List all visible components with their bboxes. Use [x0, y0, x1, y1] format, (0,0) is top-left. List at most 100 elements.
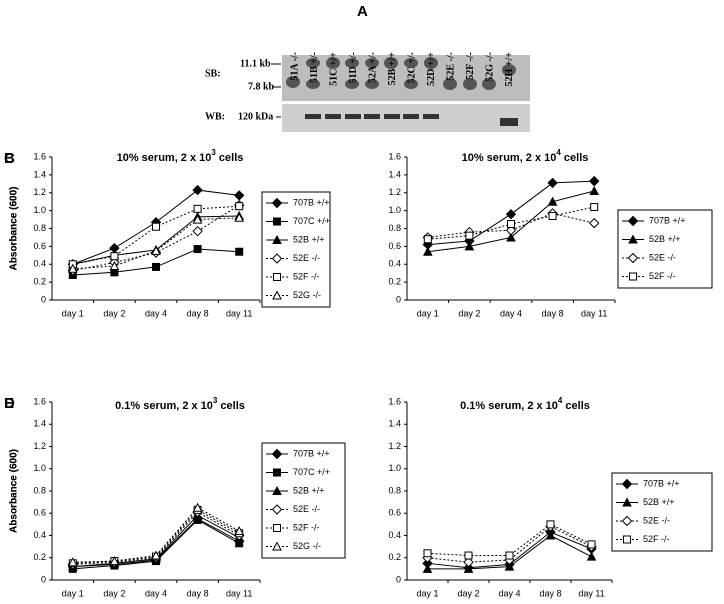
legend-box: [261, 191, 331, 308]
legend-label: 707B +/+: [293, 197, 330, 207]
x-tick-label: day 8: [542, 308, 564, 318]
data-point: [588, 217, 600, 229]
x-tick-label: day 4: [500, 308, 522, 318]
data-point: [193, 204, 202, 213]
legend-marker: [627, 215, 639, 227]
x-tick-label: day 11: [226, 588, 252, 598]
data-point: [506, 232, 516, 242]
lane-label: 52D +/+: [426, 52, 437, 86]
chart: C 10% serum, 2 x 104 cells Absorbance (600…: [4, 148, 713, 318]
panel-letter: C: [4, 150, 15, 167]
legend-label: 52E -/-: [649, 252, 676, 262]
legend-marker: [272, 234, 282, 244]
data-point: [235, 247, 244, 256]
blot-bands: [286, 57, 516, 90]
y-tick-label: 1.2: [388, 187, 401, 197]
data-point: [586, 551, 597, 561]
wb-bands: [305, 114, 518, 126]
legend-marker: [628, 234, 638, 244]
marker-label: 11.1 kb: [240, 58, 271, 69]
title-part: cells: [562, 400, 590, 412]
data-point: [588, 175, 600, 187]
y-tick-label: 0.4: [388, 259, 401, 269]
data-point: [110, 252, 119, 261]
y-tick-label: 1.0: [33, 463, 46, 473]
title-part: 4: [556, 148, 561, 157]
y-tick-label: 0: [396, 574, 401, 584]
data-point: [465, 231, 474, 240]
y-tick-label: 0.2: [388, 277, 401, 287]
legend-label: 707B +/+: [649, 215, 686, 225]
legend-label: 52B +/+: [293, 485, 325, 495]
lane-label: 51D +/-: [348, 52, 359, 84]
arrows: [271, 63, 281, 118]
y-tick-label: 0.4: [33, 259, 46, 269]
data-point: [464, 551, 473, 560]
data-point: [463, 563, 474, 573]
sb-label: SB:: [205, 68, 221, 79]
x-tick-label: day 1: [417, 308, 439, 318]
title-part: cells: [561, 152, 589, 164]
x-tick-label: day 4: [145, 308, 167, 318]
legend-marker: [621, 478, 633, 490]
data-point: [422, 246, 433, 256]
title-part: cells: [217, 400, 245, 412]
chart-title: 0.1% serum, 2 x 103 cells: [115, 396, 245, 412]
x-tick-label: day 8: [539, 588, 561, 598]
y-axis-label: Absorbance (600): [9, 449, 20, 533]
data-point: [152, 222, 160, 231]
data-point: [192, 225, 203, 237]
y-tick-label: 0.2: [33, 552, 46, 562]
panel-letter: B: [4, 150, 15, 167]
data-point: [505, 551, 514, 560]
x-tick-label: day 1: [62, 308, 84, 318]
x-tick-label: day 4: [145, 588, 167, 598]
legend-label: 707C +/+: [293, 467, 330, 477]
x-tick-label: day 11: [226, 308, 252, 318]
title-part: 0.1% serum, 2 x 10: [115, 400, 213, 412]
lane-label: 51C +/+: [328, 52, 339, 86]
legend-label: 52B +/+: [643, 497, 675, 507]
legend-marker: [271, 504, 283, 515]
x-tick-label: day 8: [187, 308, 209, 318]
legend-marker: [272, 290, 282, 300]
wb-label: WB:: [205, 111, 225, 122]
data-point: [589, 185, 600, 195]
title-part: cells: [216, 152, 244, 164]
legend-label: 707C +/+: [293, 216, 330, 226]
y-tick-label: 1.6: [33, 396, 46, 406]
series-line: [427, 523, 592, 557]
lane-label: 52G -/-: [484, 52, 495, 82]
y-tick-label: 0.4: [33, 530, 46, 540]
title-part: 0.1% serum, 2 x 10: [460, 400, 558, 412]
lane-label: 52C +/-: [406, 52, 417, 84]
lane-label: 52E -/-: [445, 52, 456, 81]
y-tick-label: 0.8: [33, 223, 46, 233]
legend-marker: [621, 515, 633, 527]
y-tick-label: 1.6: [388, 396, 401, 406]
legend-label: 52E -/-: [293, 504, 320, 514]
marker-label: 120 kDa: [238, 111, 273, 122]
y-tick-label: 1.4: [388, 419, 401, 429]
title-part: 3: [211, 148, 216, 157]
y-axis-label: Absorbance (600): [9, 187, 20, 271]
legend-marker: [272, 541, 282, 551]
chart-title: 10% serum, 2 x 104 cells: [462, 148, 589, 164]
series-line: [72, 204, 240, 271]
legend-marker: [273, 217, 281, 226]
data-point: [590, 203, 599, 212]
y-tick-label: 0.6: [388, 508, 401, 518]
y-tick-label: 0.4: [388, 530, 401, 540]
data-point: [235, 202, 244, 211]
lane-label: 51A -/-: [289, 52, 300, 81]
lane-label: 52H +/+: [504, 52, 515, 87]
y-tick-label: 0.2: [33, 277, 46, 287]
y-tick-label: 1.6: [388, 151, 401, 161]
y-tick-label: 0.8: [388, 223, 401, 233]
legend-label: 52G -/-: [293, 541, 321, 551]
data-point: [193, 245, 202, 254]
y-tick-label: 0.8: [388, 485, 401, 495]
legend-label: 707B +/+: [643, 478, 680, 488]
legend-marker: [273, 524, 281, 532]
